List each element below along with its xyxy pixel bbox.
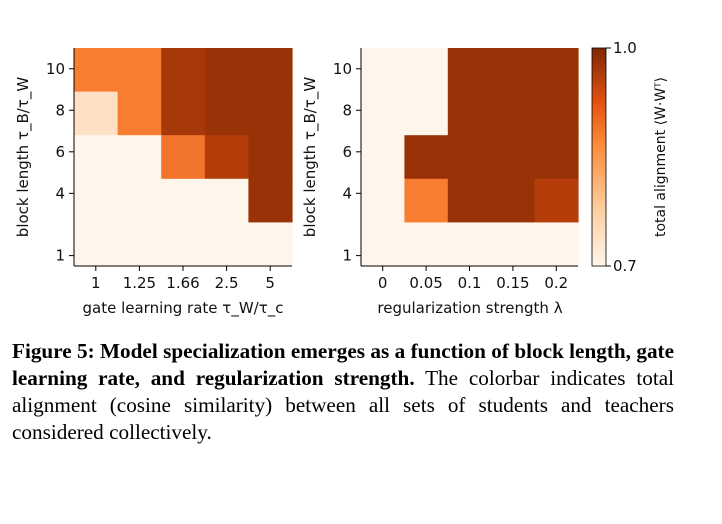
colorbar-min-label: 0.7 <box>613 257 637 275</box>
heatmap-cell <box>491 48 536 93</box>
y-tick-label: 6 <box>342 143 352 161</box>
y-tick-label: 10 <box>46 60 65 78</box>
x-tick-label: 0.1 <box>458 274 482 292</box>
heatmap-cell <box>534 91 579 136</box>
heatmap-left-ticks: 1 1.25 1.66 2.5 5 1 4 6 8 10 <box>46 60 275 292</box>
heatmap-cell <box>117 135 162 180</box>
heatmap-cell <box>534 135 579 180</box>
heatmap-cell <box>74 135 119 180</box>
heatmap-cell <box>248 222 293 267</box>
heatmap-cell <box>248 135 293 180</box>
x-tick-label: 0.15 <box>496 274 529 292</box>
heatmap-cell <box>447 222 492 267</box>
heatmap-cell <box>361 48 405 93</box>
heatmap-cell <box>447 48 492 93</box>
heatmap-cell <box>161 178 206 223</box>
heatmap-cell <box>74 91 119 136</box>
colorbar-gradient <box>591 47 607 267</box>
heatmap-cell <box>447 91 492 136</box>
x-tick-label: 1 <box>91 274 101 292</box>
heatmap-cell <box>361 91 405 136</box>
heatmap-cell <box>204 48 249 93</box>
heatmap-cell <box>161 135 206 180</box>
figure-caption: Figure 5: Model specialization emerges a… <box>12 338 674 446</box>
heatmap-cell <box>491 135 536 180</box>
heatmap-cell <box>117 222 162 267</box>
heatmap-cell <box>361 222 405 267</box>
heatmap-cell <box>491 91 536 136</box>
x-tick-label: 2.5 <box>215 274 239 292</box>
heatmap-cell <box>361 135 405 180</box>
heatmap-right-ticks: 0 0.05 0.1 0.15 0.2 1 4 6 8 10 <box>333 60 568 292</box>
y-tick-label: 10 <box>333 60 352 78</box>
heatmap-cell <box>491 178 536 223</box>
heatmap-cell <box>404 178 449 223</box>
caption-body: The colorbar indicates total alignment (… <box>12 366 674 444</box>
heatmap-right-cells <box>361 48 579 267</box>
heatmap-cell <box>161 91 206 136</box>
y-tick-label: 4 <box>55 184 65 202</box>
y-tick-label: 6 <box>55 143 65 161</box>
x-tick-label: 5 <box>265 274 275 292</box>
y-tick-label: 1 <box>55 247 65 265</box>
heatmap-cell <box>204 222 249 267</box>
y-tick-label: 4 <box>342 184 352 202</box>
heatmap-cell <box>74 48 119 93</box>
left-y-label: block length τ_B/τ_W <box>14 77 33 238</box>
y-tick-label: 1 <box>342 247 352 265</box>
x-tick-label: 1.25 <box>123 274 156 292</box>
colorbar: 1.0 0.7 total alignment ⟨W·Wᵀ⟩ <box>591 39 669 275</box>
heatmap-cell <box>534 222 579 267</box>
heatmap-cell <box>447 178 492 223</box>
right-x-label: regularization strength λ <box>377 299 562 317</box>
heatmap-cell <box>74 178 119 223</box>
heatmap-cell <box>404 222 449 267</box>
heatmap-left: 1 1.25 1.66 2.5 5 1 4 6 8 10 gate learning rate τ… <box>14 48 293 318</box>
heatmap-cell <box>204 178 249 223</box>
heatmap-cell <box>491 222 536 267</box>
heatmap-cell <box>161 222 206 267</box>
x-tick-label: 1.66 <box>166 274 199 292</box>
caption-lead: Figure 5: Model specialization emerges a… <box>12 339 674 390</box>
heatmap-cell <box>204 135 249 180</box>
heatmap-cell <box>248 178 293 223</box>
heatmap-cell <box>117 178 162 223</box>
heatmap-cell <box>404 135 449 180</box>
heatmap-cell <box>404 48 449 93</box>
heatmap-left-cells <box>74 48 293 267</box>
heatmap-cell <box>248 48 293 93</box>
heatmap-cell <box>361 178 405 223</box>
heatmap-right: 0 0.05 0.1 0.15 0.2 1 4 6 8 10 regularization str… <box>301 48 579 317</box>
colorbar-label: total alignment ⟨W·Wᵀ⟩ <box>653 77 669 237</box>
heatmap-cell <box>404 91 449 136</box>
heatmap-cell <box>74 222 119 267</box>
left-x-label: gate learning rate τ_W/τ_c <box>83 299 284 318</box>
right-y-label: block length τ_B/τ_W <box>301 77 320 238</box>
heatmap-cell <box>534 48 579 93</box>
heatmap-cell <box>161 48 206 93</box>
x-tick-label: 0 <box>378 274 388 292</box>
heatmap-cell <box>204 91 249 136</box>
heatmap-cell <box>117 91 162 136</box>
x-tick-label: 0.2 <box>544 274 568 292</box>
heatmap-cell <box>248 91 293 136</box>
colorbar-max-label: 1.0 <box>613 39 637 57</box>
x-tick-label: 0.05 <box>409 274 442 292</box>
y-tick-label: 8 <box>55 101 65 119</box>
heatmap-cell <box>447 135 492 180</box>
heatmap-cell <box>534 178 579 223</box>
y-tick-label: 8 <box>342 101 352 119</box>
heatmap-cell <box>117 48 162 93</box>
